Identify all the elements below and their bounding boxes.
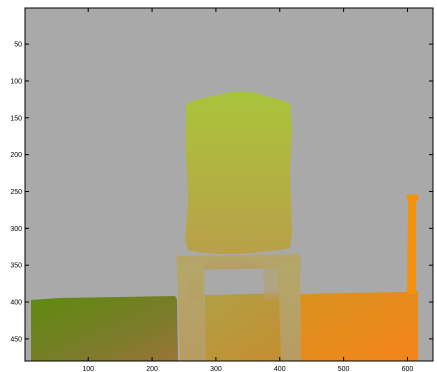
axes-frame	[24, 7, 434, 362]
y-axis: 50 100 150 200 250 300 350 400 450	[10, 42, 433, 343]
right-pole-region	[406, 194, 418, 294]
left-box-region	[31, 296, 178, 361]
y-tick-label: 50	[14, 42, 22, 49]
middle-band-region	[205, 293, 300, 361]
y-tick-label: 250	[10, 189, 22, 196]
y-tick-label: 350	[10, 263, 22, 270]
x-tick-label: 600	[402, 366, 414, 372]
x-tick-label: 300	[210, 366, 222, 372]
y-tick-label: 400	[10, 300, 22, 307]
x-tick-label: 200	[146, 366, 158, 372]
x-tick-label: 400	[274, 366, 286, 372]
y-tick-label: 450	[10, 336, 22, 343]
y-tick-label: 300	[10, 226, 22, 233]
y-tick-label: 150	[10, 115, 22, 122]
x-tick-label: 500	[338, 366, 350, 372]
y-tick-label: 200	[10, 152, 22, 159]
chair-body-region	[185, 91, 292, 254]
x-tick-label: 100	[82, 366, 94, 372]
right-band-region	[300, 291, 418, 361]
x-axis: 100 200 300 400 500 600	[82, 8, 413, 372]
y-tick-label: 100	[10, 78, 22, 85]
chair-legs	[176, 254, 301, 361]
